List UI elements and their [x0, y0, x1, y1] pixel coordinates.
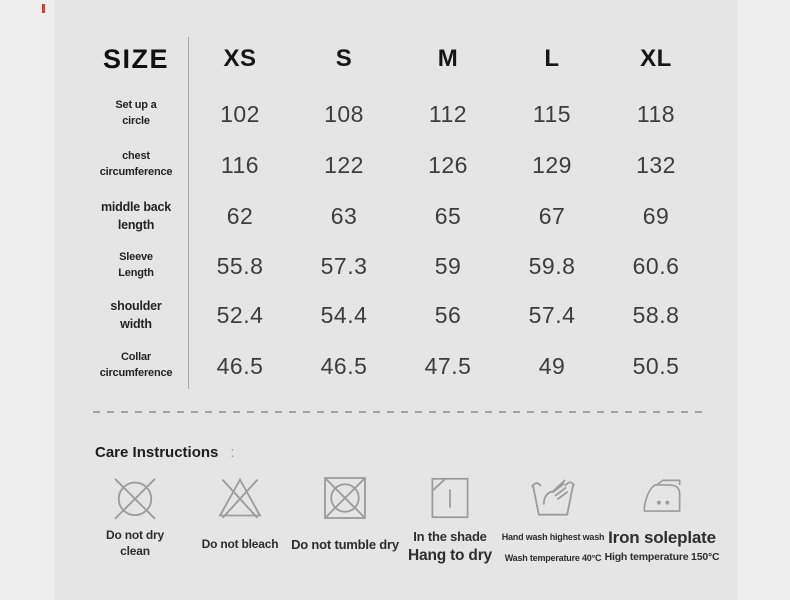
- do-not-dry-clean-icon: [110, 472, 160, 524]
- care-label: Hand wash highest wash: [501, 532, 605, 542]
- heading-colon: :: [230, 444, 235, 461]
- size-value: 112: [428, 100, 468, 127]
- size-value: 59.8: [528, 252, 576, 279]
- size-value: 62: [226, 202, 254, 229]
- row-label-set-up-a-circle: Set up a circle: [115, 99, 157, 127]
- content-panel: [55, 0, 737, 600]
- care-label: Do not bleach: [201, 537, 279, 551]
- care-label: Do not dry: [106, 528, 164, 542]
- row-label-collar-circumference: Collar circumference: [99, 351, 173, 379]
- column-header-l: L: [544, 45, 560, 72]
- size-value: 59: [434, 252, 462, 279]
- care-item-hand-wash: Hand wash highest wash Wash temperature …: [483, 472, 623, 564]
- red-cursor-mark: [42, 4, 45, 13]
- care-label: Do not tumble dry: [291, 537, 399, 552]
- care-item-iron: Iron soleplate High temperature 150°C: [592, 472, 732, 564]
- size-value: 102: [220, 100, 260, 127]
- size-value: 46.5: [320, 352, 368, 379]
- size-value: 47.5: [424, 352, 472, 379]
- size-value: 57.4: [528, 301, 576, 328]
- size-value: 57.3: [320, 252, 368, 279]
- row-label-sleeve-length: Sleeve Length: [118, 251, 154, 279]
- size-value: 55.8: [216, 252, 264, 279]
- column-header-xs: XS: [223, 45, 257, 72]
- size-header: SIZE: [102, 43, 169, 74]
- column-header-xl: XL: [640, 45, 672, 72]
- size-value: 122: [324, 151, 364, 178]
- size-value: 116: [220, 151, 260, 178]
- do-not-tumble-dry-icon: [320, 472, 370, 524]
- dashed-separator: [93, 411, 703, 413]
- header-column-divider: [188, 37, 189, 389]
- size-value: 126: [428, 151, 468, 178]
- size-value: 67: [538, 202, 566, 229]
- size-value: 54.4: [320, 301, 368, 328]
- care-label: Iron soleplate: [608, 528, 716, 547]
- column-header-s: S: [335, 45, 353, 72]
- size-value: 60.6: [632, 252, 680, 279]
- care-item-hang-dry-in-shade: In the shade Hang to dry: [380, 472, 520, 566]
- size-value: 56: [434, 301, 462, 328]
- care-icons-row: Do not dry clean Do not bleach: [0, 472, 790, 592]
- size-value: 58.8: [632, 301, 680, 328]
- care-label: clean: [120, 544, 150, 559]
- size-value: 52.4: [216, 301, 264, 328]
- hang-dry-in-shade-icon: [426, 472, 474, 524]
- row-label-shoulder-width: shoulder width: [110, 298, 162, 331]
- size-value: 46.5: [216, 352, 264, 379]
- care-label: High temperature 150°C: [604, 550, 720, 563]
- care-item-do-not-dry-clean: Do not dry clean: [65, 472, 205, 559]
- size-value: 115: [532, 100, 572, 127]
- row-label-middle-back-length: middle back length: [100, 199, 172, 232]
- care-item-do-not-tumble-dry: Do not tumble dry: [275, 472, 415, 554]
- care-label: Hang to dry: [408, 546, 492, 564]
- row-label-chest-circumference: chest circumference: [99, 150, 173, 178]
- bottom-strip: [0, 600, 790, 611]
- care-label: In the shade: [413, 529, 487, 544]
- care-label: Wash temperature 40°C: [504, 553, 602, 564]
- size-value: 129: [532, 151, 572, 178]
- size-value: 132: [636, 151, 676, 178]
- size-value: 69: [642, 202, 670, 229]
- hand-wash-icon: [528, 472, 578, 524]
- care-instructions-heading: Care Instructions:: [95, 444, 235, 461]
- iron-icon: [638, 472, 686, 524]
- care-item-do-not-bleach: Do not bleach: [170, 472, 310, 552]
- size-value: 65: [434, 202, 462, 229]
- size-value: 108: [324, 100, 364, 127]
- size-value: 49: [538, 352, 566, 379]
- size-value: 50.5: [632, 352, 680, 379]
- size-value: 118: [636, 100, 676, 127]
- size-value: 63: [330, 202, 358, 229]
- column-header-m: M: [437, 45, 459, 72]
- size-chart-table: SIZE XS S M L XL Set up a circle 102 108…: [55, 30, 708, 392]
- do-not-bleach-icon: [215, 472, 265, 524]
